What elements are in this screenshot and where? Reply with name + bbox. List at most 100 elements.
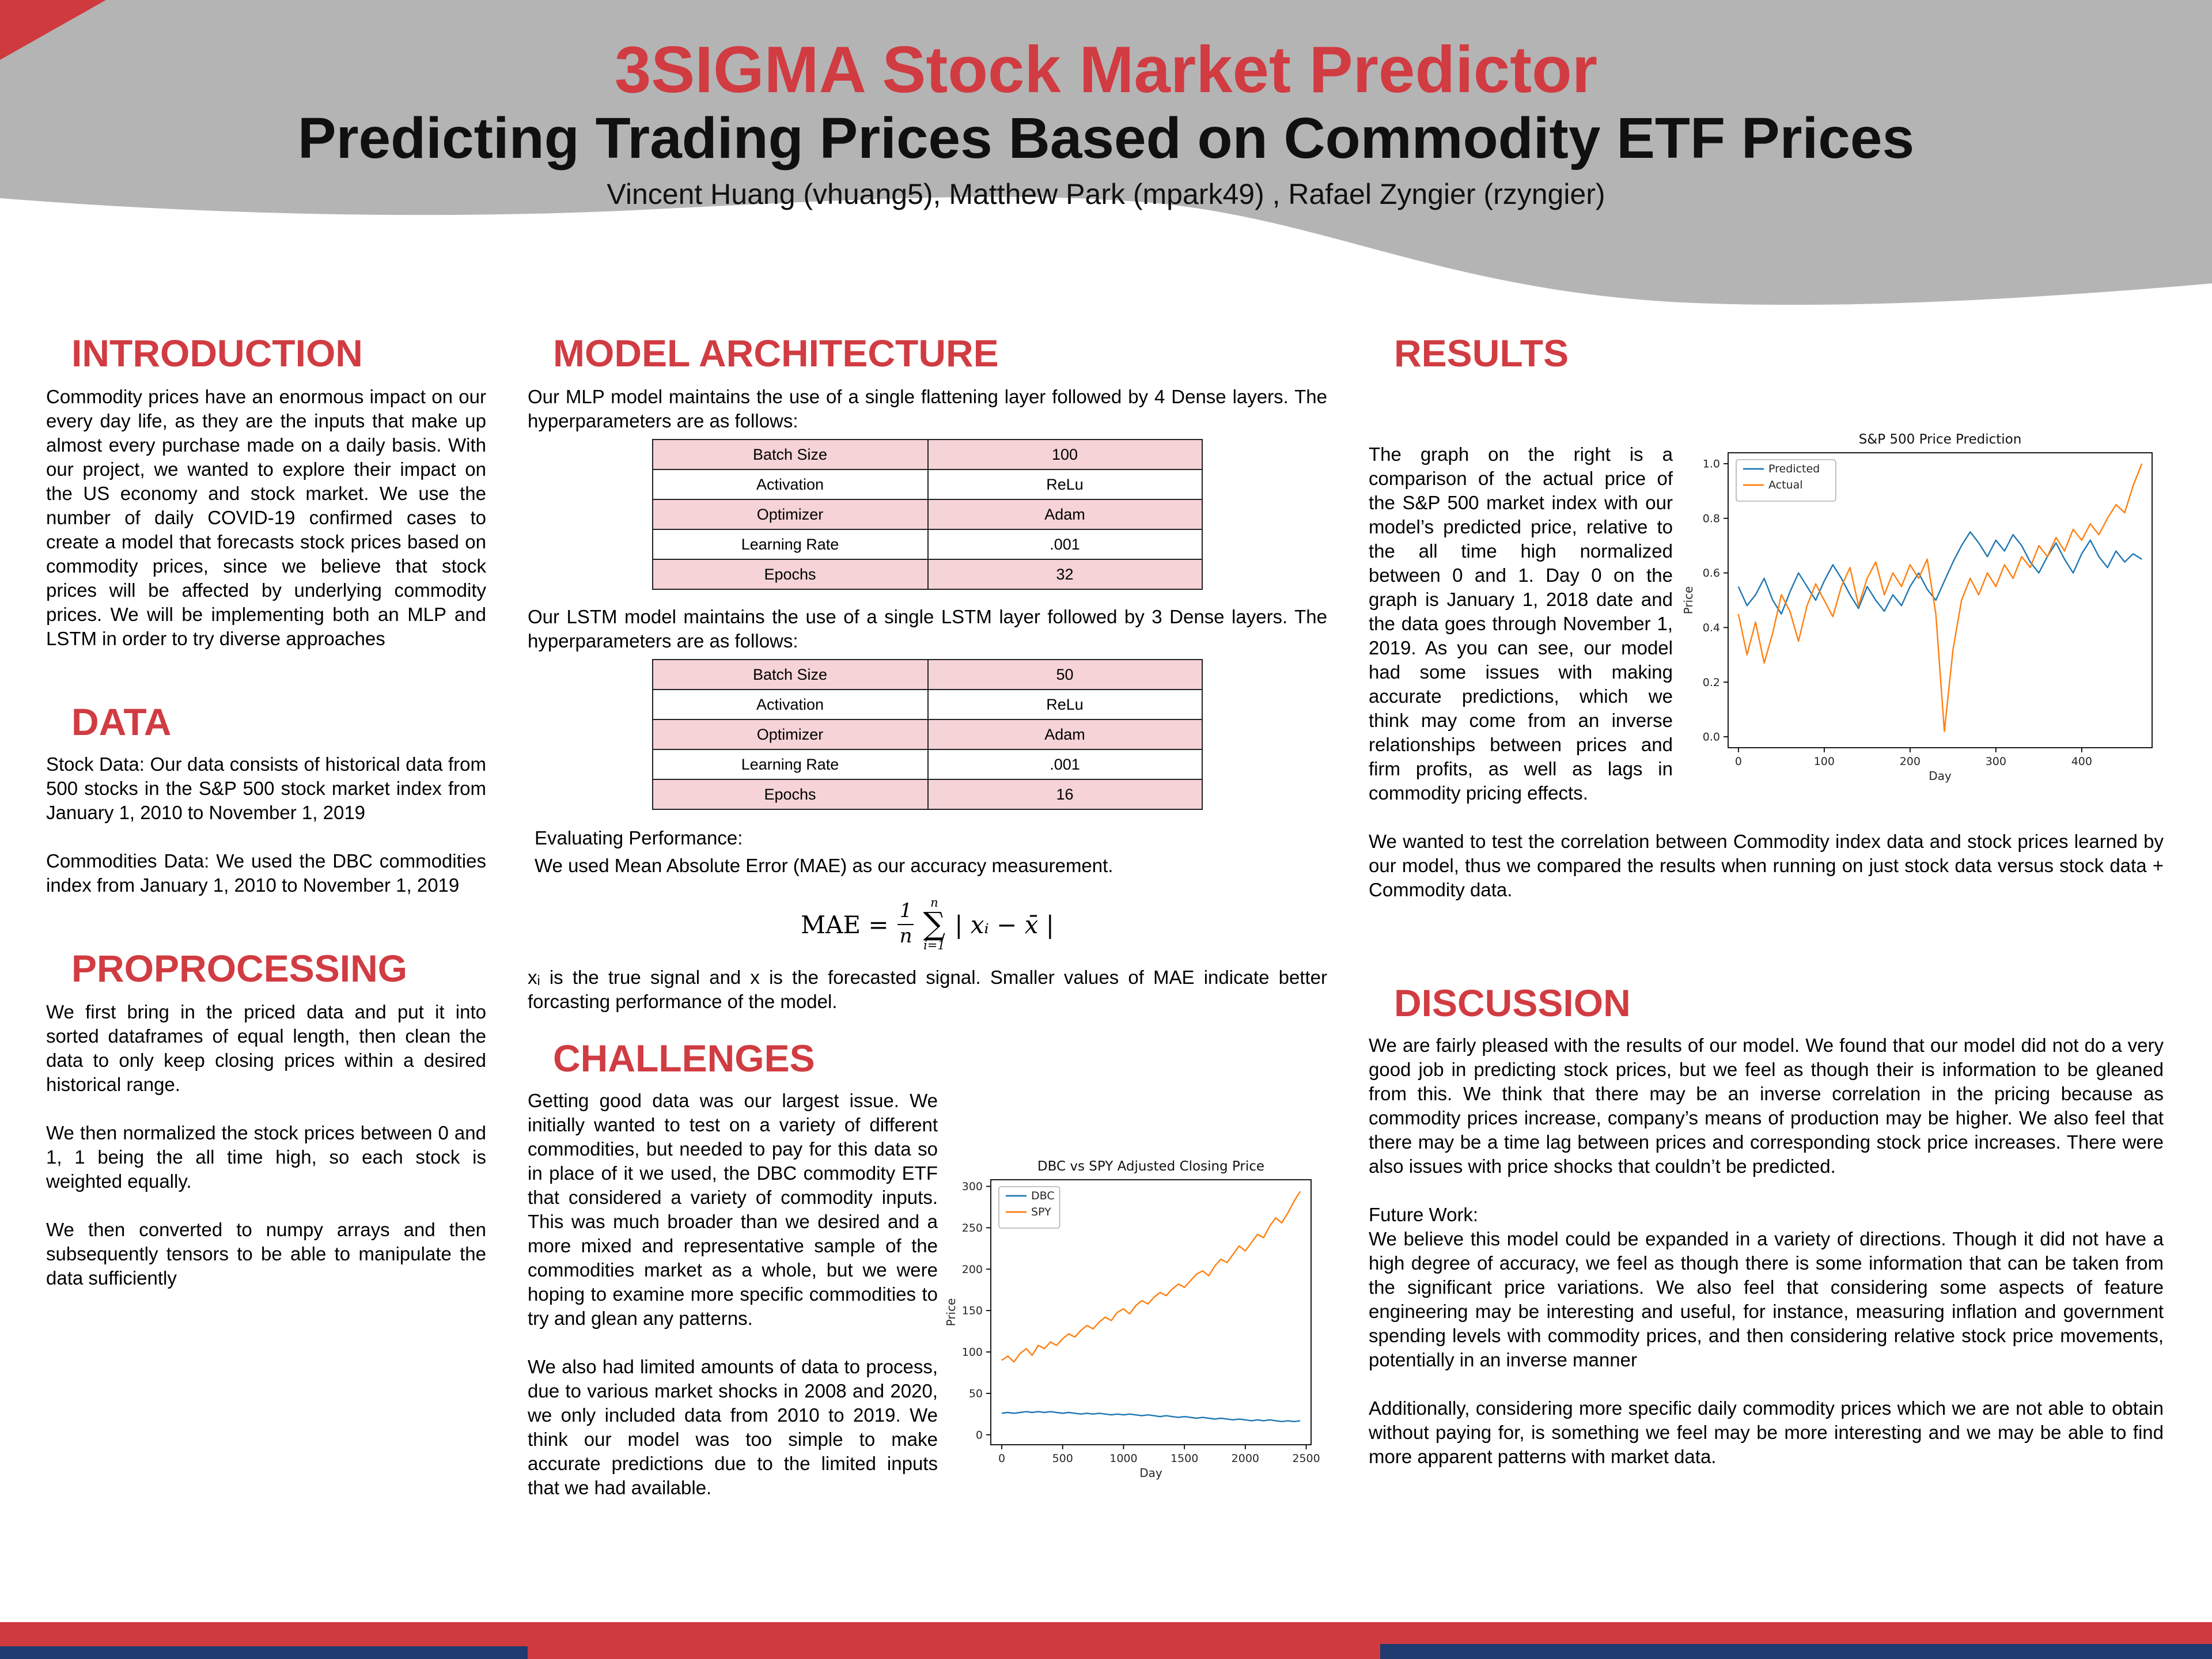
table-row: Optimizer Adam xyxy=(652,718,1203,750)
svg-text:2500: 2500 xyxy=(1292,1453,1320,1465)
poster-subtitle: Predicting Trading Prices Based on Commo… xyxy=(297,106,1915,171)
results-paragraph-2: We wanted to test the correlation betwee… xyxy=(1369,831,2164,901)
preprocessing-paragraph-2: We then normalized the stock prices betw… xyxy=(46,1123,486,1192)
discussion-paragraph-3: Additionally, considering more specific … xyxy=(1369,1399,2164,1468)
section-heading-challenges: CHALLENGES xyxy=(553,1036,815,1080)
param-name-cell: Optimizer xyxy=(652,498,928,530)
footer-navy-strip-right xyxy=(1380,1644,2212,1659)
svg-text:0.2: 0.2 xyxy=(1703,676,1720,688)
section-heading-results: RESULTS xyxy=(1394,332,1569,374)
svg-text:S&P 500 Price Prediction: S&P 500 Price Prediction xyxy=(1859,431,2022,446)
param-value-cell: 100 xyxy=(927,438,1203,470)
svg-text:SPY: SPY xyxy=(1031,1206,1051,1219)
svg-text:1000: 1000 xyxy=(1109,1453,1137,1465)
param-name-cell: Epochs xyxy=(652,778,928,810)
lstm-intro-text: Our LSTM model maintains the use of a si… xyxy=(528,607,1327,652)
sigma-symbol: ∑ xyxy=(923,907,946,943)
table-row: Optimizer Adam xyxy=(652,498,1203,530)
future-work-label: Future Work: xyxy=(1369,1205,1479,1226)
svg-text:Day: Day xyxy=(1139,1467,1162,1480)
evaluating-performance-text: We used Mean Absolute Error (MAE) as our… xyxy=(535,855,1113,877)
fraction-bar xyxy=(897,923,914,926)
param-value-cell: Adam xyxy=(927,718,1203,750)
svg-text:400: 400 xyxy=(2071,755,2092,767)
table-row: Batch Size 100 xyxy=(652,438,1203,470)
section-heading-preprocessing: PROPROCESSING xyxy=(71,947,408,990)
svg-text:200: 200 xyxy=(962,1263,983,1276)
svg-text:0.0: 0.0 xyxy=(1703,730,1720,743)
svg-text:2000: 2000 xyxy=(1232,1453,1259,1465)
param-value-cell: 16 xyxy=(927,778,1203,810)
table-row: Epochs 16 xyxy=(652,778,1203,810)
svg-text:0: 0 xyxy=(998,1453,1005,1465)
lstm-hyperparameters-table: Batch Size 50 Activation ReLu Optimizer Adam L… xyxy=(652,658,1203,810)
svg-text:150: 150 xyxy=(962,1305,983,1317)
svg-text:0.6: 0.6 xyxy=(1703,566,1720,579)
param-value-cell: ReLu xyxy=(927,468,1203,500)
svg-text:250: 250 xyxy=(962,1222,983,1235)
evaluating-performance-title: Evaluating Performance: xyxy=(535,828,743,849)
results-content: The graph on the right is a comparison o… xyxy=(1369,385,2164,830)
preprocessing-paragraph-3: We then converted to numpy arrays and th… xyxy=(46,1219,486,1289)
challenges-paragraph-1: Getting good data was our largest issue.… xyxy=(528,1091,938,1330)
table-row: Activation ReLu xyxy=(652,688,1203,720)
poster-title: 3SIGMA Stock Market Predictor xyxy=(614,33,1598,107)
svg-text:Day: Day xyxy=(1929,768,1952,782)
results-paragraph-1: The graph on the right is a comparison o… xyxy=(1369,444,1673,804)
section-heading-model-architecture: MODEL ARCHITECTURE xyxy=(553,332,999,374)
challenges-text-block: Getting good data was our largest issue.… xyxy=(528,1090,938,1526)
svg-text:Actual: Actual xyxy=(1768,478,1803,491)
middle-column: MODEL ARCHITECTURE Our MLP model maintai… xyxy=(528,320,1327,1526)
introduction-text: Commodity prices have an enormous impact… xyxy=(46,387,486,650)
poster-body: INTRODUCTION Commodity prices have an en… xyxy=(0,320,2212,1526)
param-name-cell: Epochs xyxy=(652,558,928,590)
param-value-cell: ReLu xyxy=(927,688,1203,720)
table-row: Learning Rate .001 xyxy=(652,528,1203,560)
discussion-paragraph-2: We believe this model could be expanded … xyxy=(1369,1229,2164,1372)
svg-text:Price: Price xyxy=(944,1298,958,1327)
data-paragraph-2: Commodities Data: We used the DBC commod… xyxy=(46,851,486,897)
formula-expression: | xᵢ − x̄ | xyxy=(955,911,1054,939)
param-name-cell: Optimizer xyxy=(652,718,928,750)
param-name-cell: Activation xyxy=(652,468,928,500)
formula-lhs: MAE = xyxy=(801,911,889,939)
param-name-cell: Activation xyxy=(652,688,928,720)
sum-upper-limit: n xyxy=(930,896,938,910)
section-heading-introduction: INTRODUCTION xyxy=(71,332,363,374)
svg-text:100: 100 xyxy=(962,1346,983,1359)
svg-text:0: 0 xyxy=(1735,755,1742,767)
param-value-cell: 32 xyxy=(927,558,1203,590)
table-row: Epochs 32 xyxy=(652,558,1203,590)
param-name-cell: Batch Size xyxy=(652,658,928,690)
param-value-cell: Adam xyxy=(927,498,1203,530)
svg-text:200: 200 xyxy=(1900,755,1921,767)
svg-text:0.8: 0.8 xyxy=(1703,512,1720,525)
mlp-hyperparameters-table: Batch Size 100 Activation ReLu Optimizer Adam… xyxy=(652,438,1203,590)
formula-fraction: 1 n xyxy=(897,899,914,948)
poster-header: 3SIGMA Stock Market Predictor Predicting… xyxy=(0,0,2212,320)
svg-text:Predicted: Predicted xyxy=(1768,462,1820,475)
corner-accent-triangle xyxy=(0,0,106,60)
table-row: Learning Rate .001 xyxy=(652,748,1203,780)
param-name-cell: Batch Size xyxy=(652,438,928,470)
section-heading-discussion: DISCUSSION xyxy=(1394,981,1631,1024)
challenges-content: Getting good data was our largest issue.… xyxy=(528,1090,1327,1526)
svg-text:500: 500 xyxy=(1052,1453,1073,1465)
challenges-paragraph-2: We also had limited amounts of data to p… xyxy=(528,1357,938,1499)
mae-formula: MAE = 1 n n ∑ i=1 | xᵢ − x̄ | xyxy=(528,897,1327,952)
param-name-cell: Learning Rate xyxy=(652,748,928,780)
svg-text:DBC vs SPY Adjusted Closing Pr: DBC vs SPY Adjusted Closing Price xyxy=(1037,1160,1264,1175)
formula-note: xᵢ is the true signal and x is the forec… xyxy=(528,967,1327,1013)
svg-text:Price: Price xyxy=(1681,586,1695,614)
data-paragraph-1: Stock Data: Our data consists of histori… xyxy=(46,755,486,824)
mlp-intro-text: Our MLP model maintains the use of a sin… xyxy=(528,387,1327,432)
dbc-vs-spy-chart: 0 500 1000 1500 2000 2500 0 50 100 150 200 250 300 DB… xyxy=(942,1154,1323,1484)
svg-text:1.0: 1.0 xyxy=(1703,457,1720,470)
svg-text:300: 300 xyxy=(962,1181,983,1194)
svg-text:100: 100 xyxy=(1814,755,1835,767)
svg-text:0.4: 0.4 xyxy=(1703,621,1720,634)
preprocessing-paragraph-1: We first bring in the priced data and pu… xyxy=(46,1002,486,1096)
fraction-numerator: 1 xyxy=(899,899,912,923)
left-column: INTRODUCTION Commodity prices have an en… xyxy=(46,320,486,1526)
